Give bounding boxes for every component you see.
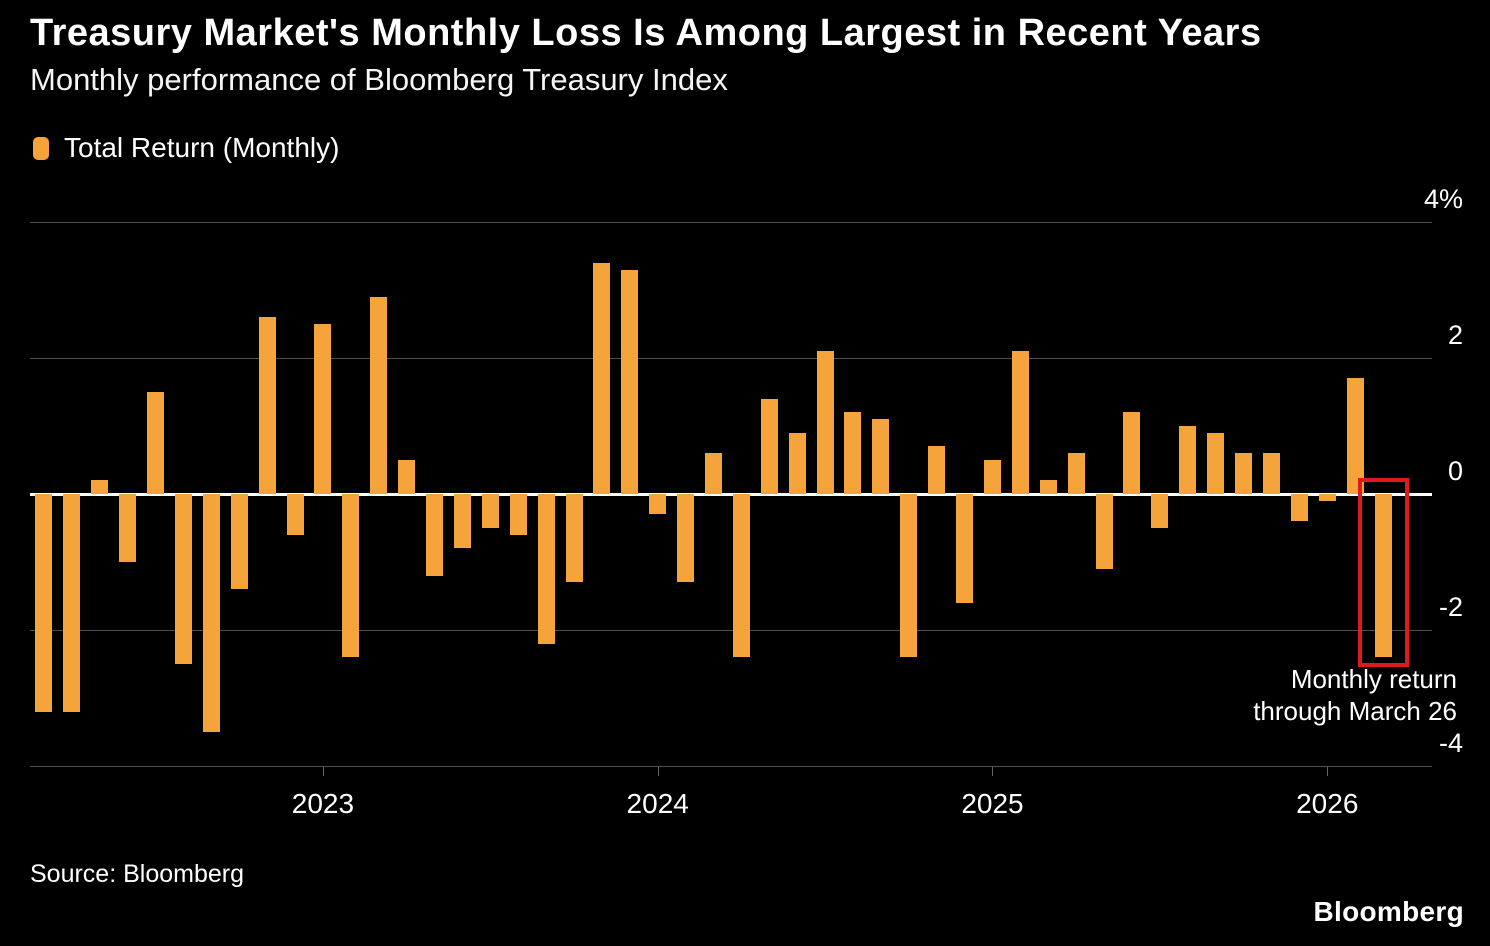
gridline xyxy=(30,221,1432,223)
y-tick-label: 0 xyxy=(1447,456,1463,486)
bar-2025-08 xyxy=(1179,426,1197,494)
bar-2025-12 xyxy=(1290,494,1308,522)
bar-2024-11 xyxy=(928,446,946,494)
y-tick-label: 2 xyxy=(1447,320,1463,350)
bar-2025-01 xyxy=(983,460,1001,494)
bar-2024-10 xyxy=(900,494,918,658)
x-tick-mark xyxy=(322,767,324,776)
y-tick-label: -4 xyxy=(1438,728,1463,758)
x-tick-label-2024: 2024 xyxy=(626,788,689,819)
bar-2025-02 xyxy=(1011,351,1029,494)
bar-2023-05 xyxy=(426,494,444,576)
bar-2025-07 xyxy=(1151,494,1169,528)
bar-2022-06 xyxy=(119,494,137,562)
plot-area xyxy=(30,221,1432,767)
bar-2025-06 xyxy=(1123,412,1141,494)
x-tick-mark xyxy=(657,767,659,776)
bar-2022-05 xyxy=(91,480,109,494)
bar-2023-09 xyxy=(537,494,555,644)
chart-title: Treasury Market's Monthly Loss Is Among … xyxy=(30,12,1262,54)
bar-2023-08 xyxy=(509,494,527,535)
gridline xyxy=(30,765,1432,767)
y-tick-label: -2 xyxy=(1438,592,1463,622)
x-tick-mark xyxy=(992,767,994,776)
legend: Total Return (Monthly) xyxy=(33,132,339,164)
bar-2023-11 xyxy=(593,262,611,494)
bar-2025-09 xyxy=(1207,432,1225,494)
annotation: Monthly return through March 26 xyxy=(1253,663,1457,727)
source-credit: Source: Bloomberg xyxy=(30,860,245,888)
bar-2023-07 xyxy=(481,494,499,528)
bar-2026-03 xyxy=(1374,494,1392,658)
highlight-box xyxy=(1357,478,1409,668)
chart-subtitle: Monthly performance of Bloomberg Treasur… xyxy=(30,62,728,97)
bar-2022-08 xyxy=(174,494,192,664)
bar-2024-02 xyxy=(677,494,695,583)
bar-2024-07 xyxy=(816,351,834,494)
bar-2022-10 xyxy=(230,494,248,590)
bar-2024-08 xyxy=(844,412,862,494)
bar-2024-12 xyxy=(956,494,974,603)
gridline xyxy=(30,357,1432,359)
bar-2025-03 xyxy=(1039,480,1057,494)
annotation-line-2: through March 26 xyxy=(1253,696,1457,726)
bar-2025-10 xyxy=(1235,453,1253,494)
bar-2024-04 xyxy=(732,494,750,658)
legend-label: Total Return (Monthly) xyxy=(64,132,340,163)
bar-2024-03 xyxy=(705,453,722,494)
bar-2022-04 xyxy=(63,494,81,712)
bar-2022-07 xyxy=(147,392,165,494)
bar-2024-05 xyxy=(760,398,778,494)
bar-2025-04 xyxy=(1067,453,1085,494)
bar-2023-02 xyxy=(342,494,360,658)
bar-2026-01 xyxy=(1318,494,1336,501)
annotation-line-1: Monthly return xyxy=(1290,664,1457,694)
bar-2023-01 xyxy=(314,324,332,494)
x-tick-label-2026: 2026 xyxy=(1296,788,1359,819)
x-tick-label-2023: 2023 xyxy=(291,788,355,819)
x-tick-label-2025: 2025 xyxy=(961,788,1024,819)
bar-2025-11 xyxy=(1262,453,1280,494)
zero-baseline xyxy=(30,492,1432,496)
bloomberg-logo: Bloomberg xyxy=(1313,896,1464,927)
y-tick-label: 4% xyxy=(1423,184,1463,214)
bar-2023-06 xyxy=(453,494,471,549)
bar-2023-10 xyxy=(565,494,583,583)
gridline xyxy=(30,629,1432,631)
bar-2022-11 xyxy=(258,317,276,494)
bar-2022-09 xyxy=(202,494,220,732)
legend-swatch-icon xyxy=(33,136,49,160)
bar-2023-04 xyxy=(398,460,416,494)
bar-2025-05 xyxy=(1095,494,1113,569)
bar-2022-12 xyxy=(286,494,304,535)
bar-2022-03 xyxy=(35,494,53,712)
bar-2024-06 xyxy=(788,432,806,494)
bar-2026-02 xyxy=(1346,378,1364,494)
bar-2023-12 xyxy=(621,269,639,494)
bar-2023-03 xyxy=(370,296,388,494)
bar-2024-01 xyxy=(649,494,667,515)
x-tick-mark xyxy=(1327,767,1329,776)
bar-2024-09 xyxy=(872,419,890,494)
